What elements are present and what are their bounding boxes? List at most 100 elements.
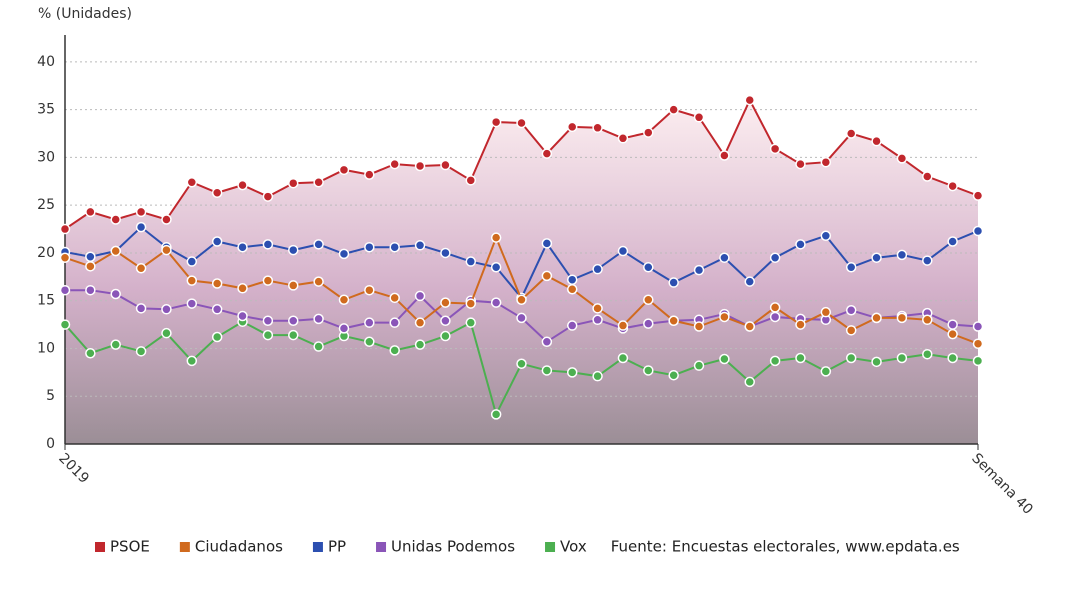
data-point: [465, 256, 477, 267]
data-point: [85, 261, 96, 272]
data-point: [871, 135, 882, 147]
data-point: [769, 355, 781, 367]
data-point: [617, 245, 629, 257]
data-point: [871, 312, 882, 324]
data-point: [820, 306, 832, 318]
data-point: [922, 348, 933, 360]
data-point: [85, 251, 96, 263]
legend-label: PSOE: [110, 538, 150, 556]
y-tick-label: 25: [37, 197, 55, 213]
y-axis-label: % (Unidades): [38, 6, 132, 22]
legend-swatch: [545, 542, 556, 552]
data-point: [592, 122, 603, 134]
data-point: [845, 352, 857, 364]
data-point: [465, 317, 477, 328]
data-point: [820, 230, 832, 241]
data-point: [313, 176, 324, 188]
data-point: [845, 128, 857, 139]
data-point: [161, 214, 172, 225]
data-point: [490, 232, 502, 243]
data-point: [288, 315, 299, 327]
legend-swatch: [179, 542, 190, 552]
y-tick-label: 5: [46, 388, 55, 404]
data-point: [490, 116, 502, 128]
data-point: [364, 169, 375, 180]
data-point: [541, 270, 553, 282]
data-point: [59, 252, 71, 263]
data-point: [566, 367, 578, 378]
data-point: [795, 352, 806, 364]
data-point: [211, 187, 223, 199]
data-point: [693, 360, 705, 371]
data-point: [744, 276, 755, 287]
data-point: [541, 238, 553, 249]
data-point: [186, 298, 198, 309]
data-point: [668, 369, 679, 381]
data-point: [541, 148, 553, 159]
data-point: [389, 241, 400, 253]
y-tick-label: 30: [37, 149, 55, 165]
data-point: [947, 180, 958, 192]
data-point: [668, 277, 679, 288]
legend-label: PP: [328, 538, 346, 556]
data-point: [744, 94, 755, 106]
data-point: [845, 325, 857, 336]
area-background: [65, 100, 978, 444]
data-point: [338, 323, 350, 334]
data-point: [617, 352, 629, 364]
legend-swatch: [376, 542, 387, 552]
data-point: [414, 240, 426, 251]
data-point: [592, 263, 603, 275]
data-point: [440, 159, 451, 171]
legend-swatch: [312, 542, 323, 552]
data-point: [414, 339, 426, 350]
data-point: [490, 409, 502, 420]
data-point: [237, 241, 248, 253]
data-point: [262, 191, 274, 202]
data-point: [972, 225, 984, 237]
data-point: [186, 256, 198, 267]
data-point: [288, 244, 299, 256]
data-point: [389, 317, 400, 328]
data-point: [845, 262, 857, 273]
data-point: [947, 328, 958, 340]
data-point: [364, 317, 375, 328]
data-point: [972, 190, 984, 201]
data-point: [262, 315, 274, 327]
data-point: [972, 321, 984, 332]
data-point: [440, 297, 451, 308]
data-point: [719, 353, 730, 365]
data-point: [161, 304, 172, 315]
x-tick-label: Semana 40: [968, 450, 1035, 517]
data-point: [795, 319, 806, 330]
data-point: [947, 319, 958, 330]
data-point: [389, 158, 400, 170]
data-point: [211, 236, 223, 247]
data-point: [186, 176, 198, 188]
data-point: [566, 274, 578, 285]
data-point: [135, 346, 147, 357]
data-point: [110, 339, 121, 350]
data-point: [59, 223, 71, 235]
data-point: [288, 177, 299, 189]
data-point: [135, 221, 147, 233]
data-point: [313, 313, 324, 325]
data-point: [643, 365, 654, 376]
data-point: [617, 133, 629, 144]
data-point: [465, 175, 477, 186]
data-point: [389, 292, 400, 304]
data-point: [643, 262, 654, 273]
data-point: [440, 330, 451, 342]
data-point: [871, 252, 882, 263]
data-point: [845, 305, 857, 316]
data-point: [896, 312, 908, 324]
data-point: [820, 156, 832, 168]
data-point: [440, 315, 451, 327]
data-point: [795, 158, 806, 170]
data-point: [389, 345, 400, 356]
data-point: [440, 247, 451, 259]
data-point: [643, 127, 654, 138]
data-point: [262, 239, 274, 250]
data-point: [313, 239, 324, 250]
legend-label: Unidas Podemos: [391, 538, 515, 556]
